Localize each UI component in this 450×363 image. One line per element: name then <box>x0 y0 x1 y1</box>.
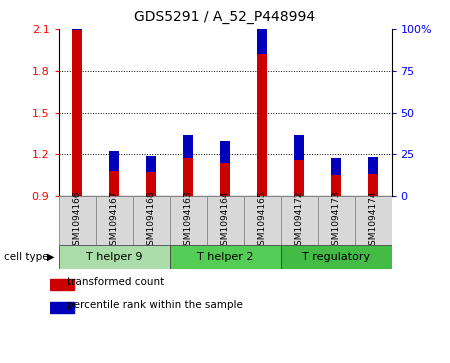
Bar <box>95 196 132 245</box>
Bar <box>355 196 392 245</box>
Bar <box>184 135 193 158</box>
Bar <box>58 245 170 269</box>
Text: cell type: cell type <box>4 252 49 262</box>
Bar <box>109 171 119 196</box>
Text: GSM1094174: GSM1094174 <box>369 190 378 251</box>
Bar <box>220 163 230 196</box>
Bar <box>294 135 304 160</box>
Bar <box>369 174 378 196</box>
Bar <box>257 54 266 196</box>
Bar <box>170 245 280 269</box>
Bar <box>207 196 243 245</box>
Text: GSM1094164: GSM1094164 <box>220 190 230 251</box>
Bar <box>50 278 74 290</box>
Bar <box>72 30 81 196</box>
Bar <box>58 196 95 245</box>
Bar <box>184 158 193 196</box>
Text: GSM1094163: GSM1094163 <box>184 190 193 251</box>
Bar <box>331 158 341 175</box>
Text: GSM1094167: GSM1094167 <box>109 190 118 251</box>
Bar <box>369 157 378 174</box>
Bar <box>280 245 392 269</box>
Bar <box>257 4 266 54</box>
Bar <box>294 160 304 196</box>
Text: T helper 9: T helper 9 <box>86 252 142 262</box>
Bar <box>220 141 230 163</box>
Bar <box>146 172 156 196</box>
Text: transformed count: transformed count <box>67 277 164 287</box>
Text: GSM1094172: GSM1094172 <box>294 190 303 251</box>
Text: T regulatory: T regulatory <box>302 252 370 262</box>
Text: GSM1094173: GSM1094173 <box>332 190 341 251</box>
Bar <box>170 196 207 245</box>
Title: GDS5291 / A_52_P448994: GDS5291 / A_52_P448994 <box>135 10 315 24</box>
Bar <box>318 196 355 245</box>
Bar <box>243 196 280 245</box>
Text: T helper 2: T helper 2 <box>197 252 253 262</box>
Text: GSM1094166: GSM1094166 <box>72 190 81 251</box>
Bar <box>280 196 318 245</box>
Bar <box>109 151 119 171</box>
Bar <box>132 196 170 245</box>
Text: percentile rank within the sample: percentile rank within the sample <box>67 301 243 310</box>
Text: GSM1094165: GSM1094165 <box>257 190 266 251</box>
Text: ▶: ▶ <box>47 252 55 262</box>
Text: GSM1094168: GSM1094168 <box>147 190 156 251</box>
Bar <box>72 0 81 30</box>
Bar <box>146 156 156 172</box>
Bar <box>331 175 341 196</box>
Bar <box>50 302 74 313</box>
